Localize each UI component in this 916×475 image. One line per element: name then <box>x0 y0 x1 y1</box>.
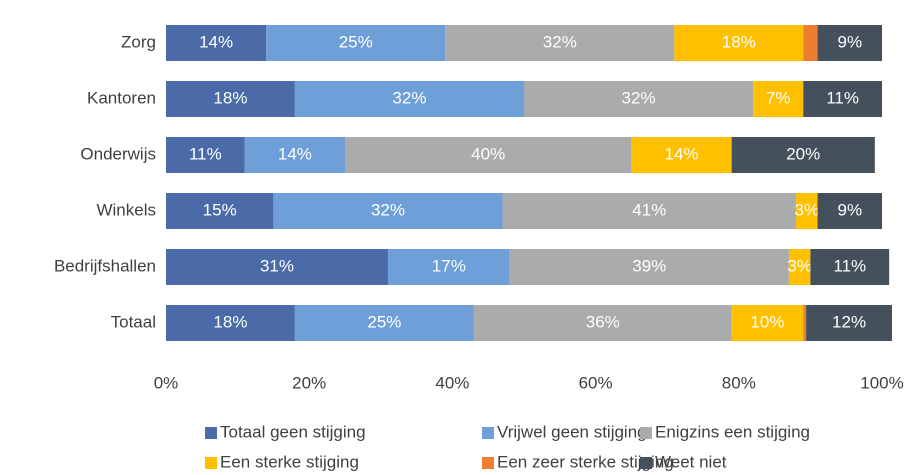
data-label: 32% <box>371 200 405 219</box>
bar-segment <box>266 25 446 61</box>
bar-segment <box>810 249 890 285</box>
bar-segment <box>502 193 797 229</box>
data-label: 25% <box>339 32 373 51</box>
data-label: 11% <box>833 256 866 275</box>
legend-swatch <box>640 457 652 469</box>
data-label: 12% <box>832 312 866 331</box>
legend-label: Vrijwel geen stijging <box>497 422 647 441</box>
bar-segment <box>803 25 818 61</box>
legend-label: Een sterke stijging <box>220 452 359 471</box>
x-tick-label: 80% <box>722 373 756 392</box>
data-label: 31% <box>260 256 294 275</box>
bar-segment <box>166 249 388 285</box>
data-label: 25% <box>367 312 401 331</box>
data-label: 32% <box>622 88 656 107</box>
legend-swatch <box>205 457 217 469</box>
bar-segment <box>674 25 804 61</box>
x-tick-label: 100% <box>860 373 903 392</box>
bar-segment <box>731 305 804 341</box>
y-tick-label: Onderwijs <box>80 144 156 163</box>
data-label: 11% <box>189 144 222 163</box>
data-label: 15% <box>203 200 237 219</box>
data-label: 41% <box>632 200 666 219</box>
x-tick-label: 60% <box>579 373 613 392</box>
bar-segment <box>509 249 789 285</box>
data-label: 32% <box>392 88 426 107</box>
bar-segment <box>387 249 510 285</box>
bar-segment <box>731 137 875 173</box>
bar-segment <box>796 193 818 229</box>
bar-segment <box>806 305 893 341</box>
data-label: 10% <box>750 312 784 331</box>
data-label: 3% <box>795 200 820 219</box>
data-label: 39% <box>632 256 666 275</box>
data-label: 17% <box>432 256 466 275</box>
bar-segment <box>473 305 732 341</box>
legend-swatch <box>640 427 652 439</box>
legend-label: Totaal geen stijging <box>220 422 366 441</box>
bar-segment <box>294 305 474 341</box>
data-label: 18% <box>213 88 247 107</box>
bar-segment <box>166 193 274 229</box>
bar-segment <box>803 305 807 341</box>
bar-segment <box>753 81 804 117</box>
bar-segment <box>294 81 524 117</box>
legend-label: Een zeer sterke stijging <box>497 452 674 471</box>
data-label: 7% <box>766 88 791 107</box>
bar-segment <box>166 137 245 173</box>
bar-segment <box>788 249 811 285</box>
bar-segment <box>817 25 882 61</box>
y-tick-label: Winkels <box>96 200 156 219</box>
data-label: 3% <box>787 256 812 275</box>
data-label: 40% <box>471 144 505 163</box>
x-tick-label: 40% <box>435 373 469 392</box>
legend-swatch <box>482 427 494 439</box>
data-label: 14% <box>665 144 699 163</box>
bar-segment <box>244 137 345 173</box>
bar-segment <box>524 81 754 117</box>
y-tick-label: Bedrijfshallen <box>54 256 156 275</box>
data-label: 9% <box>837 200 862 219</box>
bar-segment <box>166 25 267 61</box>
data-label: 14% <box>199 32 233 51</box>
data-label: 32% <box>543 32 577 51</box>
data-label: 36% <box>586 312 620 331</box>
bar-segment <box>803 81 882 117</box>
x-tick-label: 0% <box>154 373 179 392</box>
bar-segment <box>631 137 732 173</box>
data-label: 20% <box>786 144 820 163</box>
bar-segment <box>166 305 295 341</box>
y-tick-label: Totaal <box>111 312 156 331</box>
bar-segment <box>445 25 675 61</box>
data-label: 18% <box>213 312 247 331</box>
data-label: 9% <box>837 32 862 51</box>
legend-swatch <box>482 457 494 469</box>
bar-segment <box>273 193 503 229</box>
data-label: 18% <box>722 32 756 51</box>
x-tick-label: 20% <box>292 373 326 392</box>
legend-label: Weet niet <box>655 452 727 471</box>
bar-segment <box>345 137 632 173</box>
legend-swatch <box>205 427 217 439</box>
data-label: 11% <box>826 88 859 107</box>
y-tick-label: Zorg <box>121 32 156 51</box>
legend-label: Enigzins een stijging <box>655 422 810 441</box>
bar-segment <box>166 81 295 117</box>
bar-segment <box>817 193 882 229</box>
y-tick-label: Kantoren <box>87 88 156 107</box>
data-label: 14% <box>278 144 312 163</box>
